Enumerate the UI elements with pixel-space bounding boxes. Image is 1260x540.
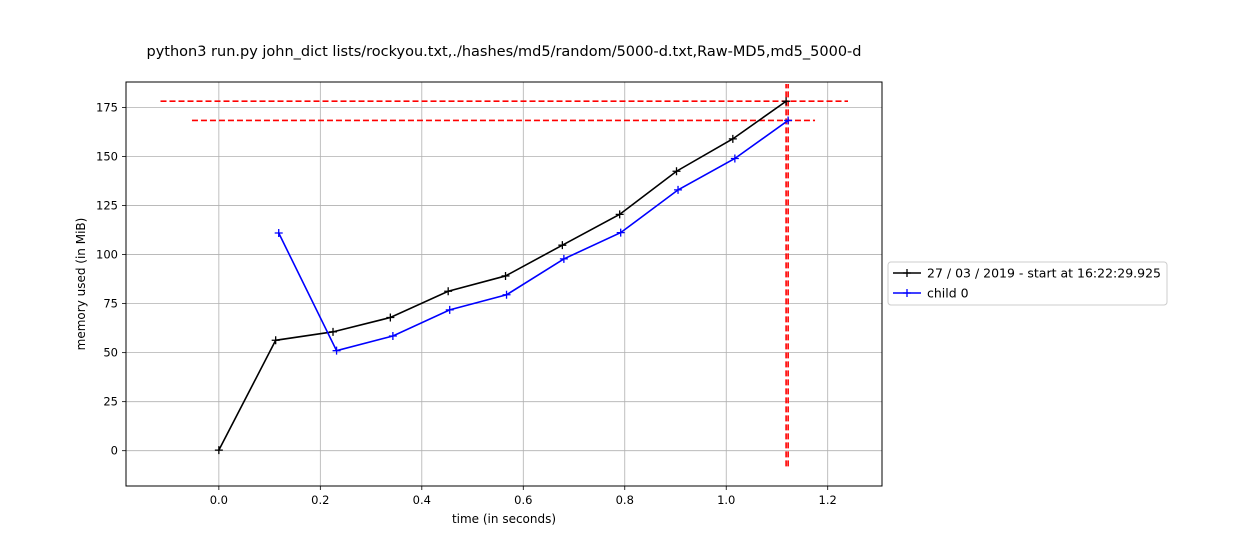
x-tick-label: 0.8 (616, 493, 634, 507)
data-point-marker (559, 254, 568, 263)
data-point-marker (728, 134, 737, 143)
x-tick-label: 0.2 (311, 493, 329, 507)
x-tick-label: 1.0 (717, 493, 735, 507)
y-tick-label: 100 (96, 248, 118, 262)
x-tick-label: 1.2 (819, 493, 837, 507)
data-point-marker (782, 97, 791, 106)
data-point-marker (784, 116, 793, 125)
x-tick-label: 0.0 (210, 493, 228, 507)
y-tick-label: 75 (103, 297, 118, 311)
reference-lines (160, 83, 849, 467)
x-tick-label: 0.4 (413, 493, 431, 507)
y-tick-label: 25 (103, 395, 118, 409)
data-point-marker (274, 229, 283, 238)
legend-marker-series-0 (903, 269, 911, 277)
y-tick-label: 0 (111, 444, 118, 458)
data-point-marker (558, 241, 567, 250)
data-point-marker (502, 290, 511, 299)
series-line-1 (278, 119, 789, 352)
x-axis-label: time (in seconds) (452, 512, 556, 526)
legend: 27 / 03 / 2019 - start at 16:22:29.925 c… (887, 261, 1168, 306)
legend-frame (887, 261, 1168, 306)
y-tick-label: 150 (96, 150, 118, 164)
data-point-marker (615, 210, 624, 219)
data-point-marker (444, 287, 453, 296)
data-point-marker (388, 331, 397, 340)
data-point-marker (501, 271, 510, 280)
data-point-marker (445, 305, 454, 314)
legend-label-series-0: 27 / 03 / 2019 - start at 16:22:29.925 (927, 266, 1161, 281)
data-point-marker (271, 336, 280, 345)
legend-marker-series-1 (903, 289, 911, 297)
chart-title: python3 run.py john_dict lists/rockyou.t… (147, 44, 862, 60)
data-point-marker (674, 185, 683, 194)
plot-frame (125, 81, 883, 487)
data-point-marker (214, 446, 223, 455)
y-tick-label: 125 (96, 199, 118, 213)
x-tick-label: 0.6 (514, 493, 532, 507)
data-point-marker (672, 167, 681, 176)
data-point-marker (332, 346, 341, 355)
legend-label-series-1: child 0 (927, 286, 969, 301)
y-axis-label: memory used (in MiB) (74, 218, 88, 351)
data-point-marker (616, 228, 625, 237)
series-layer (214, 97, 793, 455)
data-point-marker (386, 313, 395, 322)
axis-ticks: 0.0 0.2 0.4 0.6 0.8 1.0 1.2 0 25 50 75 100 125 150 175 (96, 100, 837, 507)
data-point-marker (329, 327, 338, 336)
y-tick-label: 50 (103, 346, 118, 360)
grid (126, 82, 882, 486)
data-point-marker (730, 154, 739, 163)
y-tick-label: 175 (96, 100, 118, 114)
